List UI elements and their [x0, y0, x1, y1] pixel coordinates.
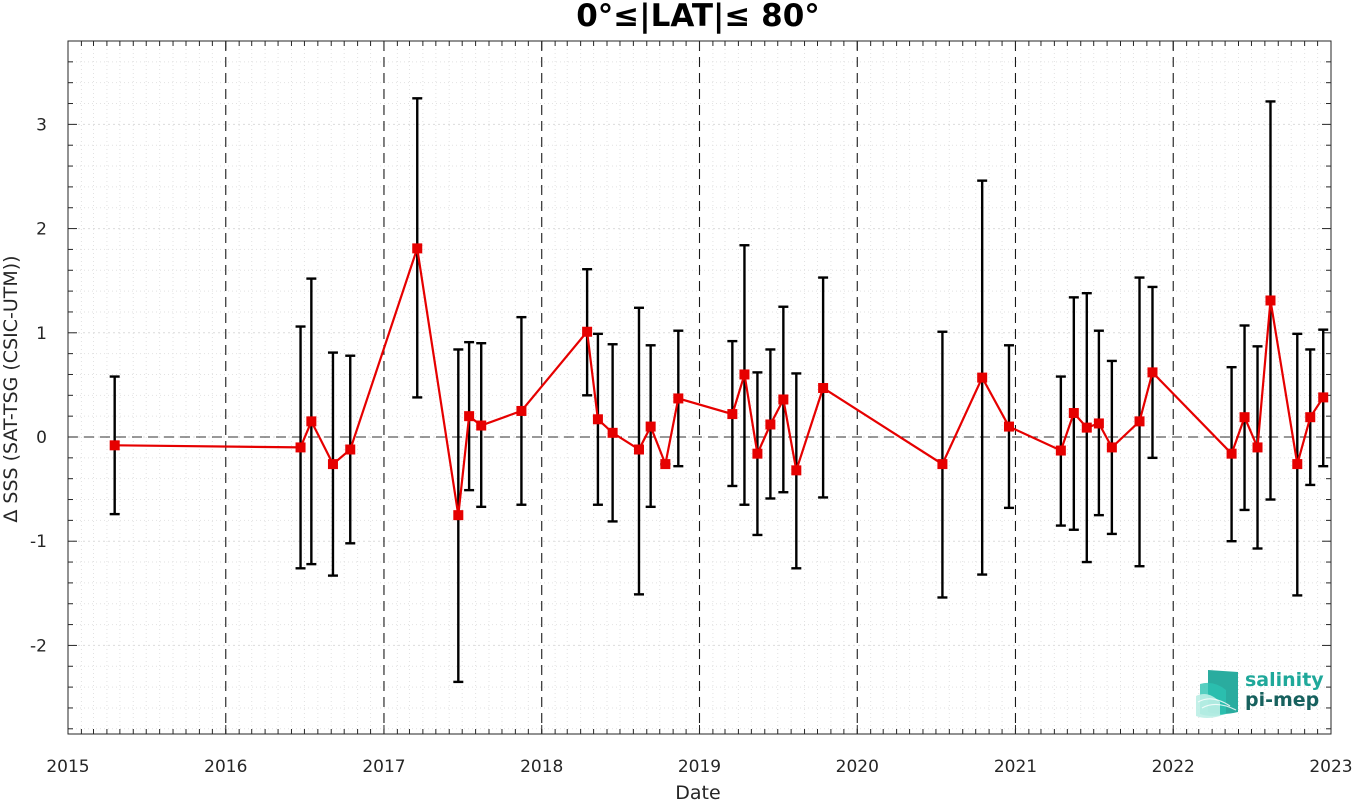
- x-tick-label: 2017: [362, 757, 405, 777]
- x-tick-label: 2019: [678, 757, 721, 777]
- data-point-marker: [818, 383, 829, 394]
- data-point-marker: [582, 326, 593, 337]
- logo-text-salinity: salinity: [1245, 669, 1324, 691]
- data-point-marker: [739, 369, 750, 380]
- error-bars: [109, 97, 1329, 684]
- data-point-marker: [295, 442, 306, 453]
- data-point-marker: [673, 393, 684, 404]
- data-point-marker: [937, 459, 948, 470]
- x-axis-label: Date: [675, 782, 720, 801]
- chart-title: 0°≤|LAT|≤ 80°: [576, 0, 820, 34]
- data-point-marker: [1265, 295, 1276, 306]
- data-point-marker: [327, 459, 338, 470]
- y-tick-label: 0: [36, 428, 47, 448]
- data-point-marker: [765, 419, 776, 430]
- y-tick-label: 2: [36, 220, 47, 240]
- data-point-marker: [412, 243, 423, 254]
- data-point-marker: [727, 409, 738, 420]
- data-point-marker: [1305, 412, 1316, 423]
- data-point-marker: [453, 510, 464, 521]
- y-tick-label: -2: [30, 636, 47, 656]
- data-point-marker: [778, 394, 789, 405]
- data-point-marker: [1252, 442, 1263, 453]
- y-tick-labels: -2 -1 0 1 2 3: [30, 115, 47, 656]
- data-point-marker: [752, 448, 763, 459]
- plot-frame: [67, 40, 1332, 735]
- series-markers: [109, 243, 1329, 521]
- data-point-marker: [607, 427, 618, 438]
- x-tick-label: 2021: [994, 757, 1037, 777]
- data-point-marker: [1147, 367, 1158, 378]
- data-point-marker: [306, 416, 317, 427]
- y-tick-label: -1: [30, 532, 47, 552]
- salinity-pi-mep-logo: salinity pi-mep: [1196, 669, 1324, 718]
- series-line: [114, 248, 1325, 516]
- x-tick-label: 2018: [520, 757, 563, 777]
- data-point-marker: [1134, 416, 1145, 427]
- data-point-marker: [1068, 408, 1079, 419]
- data-point-marker: [1055, 445, 1066, 456]
- x-tick-labels: 2015 2016 2017 2018 2019 2020 2021 2022 2023: [46, 757, 1352, 777]
- y-tick-label: 3: [36, 115, 47, 135]
- data-point-marker: [977, 372, 988, 383]
- data-point-marker: [1292, 459, 1303, 470]
- data-point-marker: [1239, 412, 1250, 423]
- x-tick-label: 2016: [204, 757, 247, 777]
- data-point-marker: [645, 421, 656, 432]
- data-point-marker: [1318, 392, 1329, 403]
- x-tick-label: 2022: [1152, 757, 1195, 777]
- logo-text-pi-mep: pi-mep: [1245, 689, 1319, 711]
- year-separators: [225, 41, 1174, 734]
- x-tick-label: 2023: [1309, 757, 1352, 777]
- data-point-marker: [791, 465, 802, 476]
- x-tick-label: 2020: [836, 757, 879, 777]
- data-point-marker: [464, 411, 475, 422]
- data-point-marker: [1003, 421, 1014, 432]
- x-tick-label: 2015: [46, 757, 89, 777]
- data-point-marker: [633, 444, 644, 455]
- data-point-marker: [476, 420, 487, 431]
- data-point-marker: [1081, 422, 1092, 433]
- y-axis-label: Δ SSS (SAT-TSG (CSIC-UTM)): [0, 255, 22, 522]
- data-point-marker: [1106, 442, 1117, 453]
- data-point-marker: [516, 405, 527, 416]
- data-point-marker: [345, 444, 356, 455]
- data-point-marker: [592, 414, 603, 425]
- data-point-marker: [660, 459, 671, 470]
- wave-logo-icon: [1196, 670, 1238, 718]
- data-point-marker: [1093, 418, 1104, 429]
- y-tick-label: 1: [36, 324, 47, 344]
- data-point-marker: [109, 440, 120, 451]
- data-point-marker: [1226, 448, 1237, 459]
